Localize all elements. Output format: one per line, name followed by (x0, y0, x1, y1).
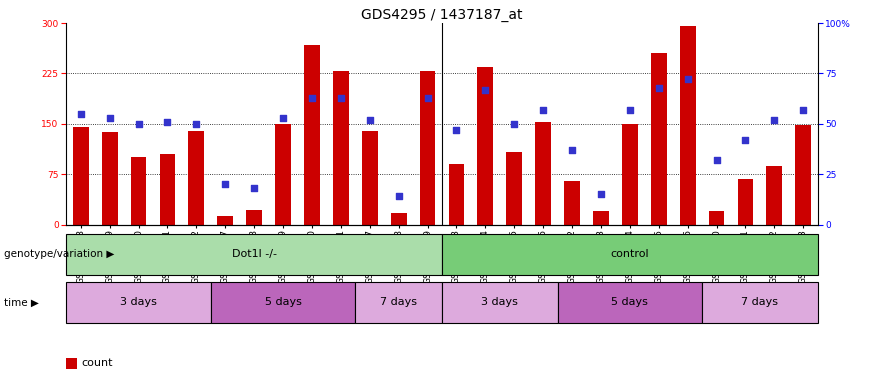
Bar (535, 122, 551, 225)
Bar (702, 282, 818, 323)
Bar (391, 213, 407, 225)
Point (796, 107, 811, 113)
Point (248, 185, 262, 192)
Text: time ▶: time ▶ (4, 297, 39, 308)
Point (103, 115, 117, 121)
Bar (564, 181, 580, 225)
Point (738, 137, 752, 143)
Bar (66, 282, 210, 323)
Bar (680, 26, 696, 225)
Point (132, 121, 146, 127)
Point (362, 117, 377, 123)
Bar (420, 71, 436, 225)
Text: Dot1l -/-: Dot1l -/- (232, 249, 277, 260)
Bar (304, 45, 320, 225)
Point (507, 121, 522, 127)
Point (536, 107, 550, 113)
Point (478, 86, 492, 93)
Bar (448, 164, 464, 225)
Point (652, 84, 666, 91)
Text: 7 days: 7 days (742, 297, 779, 308)
Point (449, 127, 463, 133)
Bar (558, 282, 702, 323)
Bar (247, 210, 262, 225)
Point (160, 119, 174, 125)
Bar (737, 179, 753, 225)
Bar (442, 234, 818, 275)
Point (73, 111, 88, 117)
Bar (217, 216, 233, 225)
Text: 7 days: 7 days (380, 297, 417, 308)
Bar (593, 211, 609, 225)
Text: genotype/variation ▶: genotype/variation ▶ (4, 249, 115, 260)
Title: GDS4295 / 1437187_at: GDS4295 / 1437187_at (362, 8, 522, 22)
Point (305, 94, 319, 101)
Bar (709, 211, 725, 225)
Bar (66, 234, 442, 275)
Bar (333, 71, 349, 225)
Text: control: control (611, 249, 649, 260)
Bar (72, 127, 88, 225)
Text: 5 days: 5 days (264, 297, 301, 308)
Point (276, 115, 290, 121)
Bar (507, 152, 522, 225)
Bar (766, 166, 782, 225)
Point (189, 121, 203, 127)
Point (594, 191, 608, 197)
Bar (796, 125, 812, 225)
Point (334, 94, 348, 101)
Bar (131, 157, 147, 225)
Text: 3 days: 3 days (482, 297, 518, 308)
Point (392, 194, 406, 200)
Bar (442, 282, 558, 323)
Bar (210, 282, 355, 323)
Point (565, 147, 579, 153)
Point (623, 107, 637, 113)
Point (710, 157, 724, 163)
Text: count: count (81, 358, 113, 368)
Point (421, 94, 435, 101)
Bar (477, 67, 493, 225)
Text: 5 days: 5 days (612, 297, 648, 308)
Bar (355, 282, 442, 323)
Bar (188, 131, 204, 225)
Bar (275, 124, 291, 225)
Bar (102, 132, 118, 225)
Point (218, 181, 232, 187)
Bar (362, 131, 377, 225)
Bar (651, 53, 667, 225)
Bar (159, 154, 175, 225)
Text: 3 days: 3 days (120, 297, 157, 308)
Point (681, 76, 695, 83)
Point (767, 117, 781, 123)
Bar (622, 124, 637, 225)
